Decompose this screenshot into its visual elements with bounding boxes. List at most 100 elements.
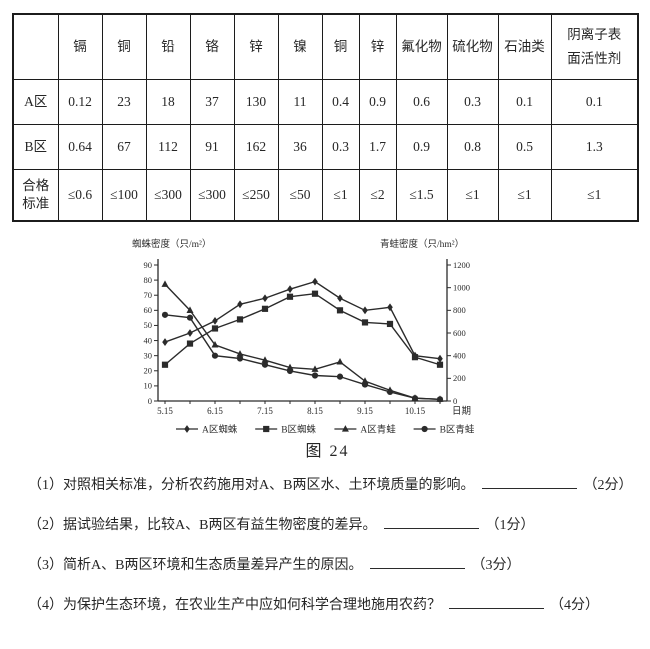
- table-cell: 0.1: [550, 79, 639, 125]
- left-tick-label: 90: [144, 260, 153, 270]
- legend-label: A区蜘蛛: [202, 423, 238, 435]
- legend-marker: [263, 425, 270, 433]
- series-line: [164, 283, 441, 400]
- table-cell: ≤2: [358, 169, 397, 222]
- legend-label: B区蜘蛛: [281, 423, 316, 435]
- series-marker: [386, 320, 394, 328]
- series-marker: [212, 317, 218, 325]
- question-score: （4分）: [550, 598, 599, 613]
- table-cell: 0.3: [446, 79, 499, 125]
- left-tick-label: 60: [144, 305, 153, 315]
- question-text: （3）简析A、B两区环境和生态质量差异产生的原因。: [28, 558, 363, 573]
- answer-blank: [449, 595, 544, 609]
- series-marker: [237, 300, 243, 309]
- x-axis-name: 日期: [452, 406, 471, 417]
- table-row: A区 0.12 23 18 37 130 11 0.4 0.9 0.6 0.3 0.1 0.1: [12, 79, 639, 125]
- table-cell: 0.6: [395, 79, 448, 125]
- left-tick-label: 0: [148, 396, 152, 406]
- table-header-cell: 锌: [358, 13, 397, 80]
- x-tick-label: 9.15: [357, 406, 373, 416]
- table-cell: 0.1: [497, 79, 552, 125]
- table-cell: ≤50: [277, 169, 323, 222]
- table-cell: 0.8: [446, 124, 499, 170]
- table-cell: 0.9: [358, 79, 397, 125]
- left-tick-label: 80: [144, 275, 153, 285]
- table-header-cell: 硫化物: [446, 13, 499, 80]
- series-marker: [436, 361, 444, 368]
- series-marker: [387, 303, 393, 312]
- question-text: （1）对照相关标准，分析农药施用对A、B两区水、土环境质量的影响。: [28, 478, 475, 493]
- question-text: （4）为保护生态环境，在农业生产中应如何科学合理地施用农药？: [28, 598, 441, 613]
- legend-label: B区青蛙: [440, 423, 475, 435]
- table-header-cell: 铅: [145, 13, 191, 80]
- legend-marker: [341, 425, 349, 432]
- left-axis-title: 蜘蛛密度（只/m²）: [132, 238, 211, 250]
- series-marker: [336, 307, 344, 314]
- question-score: （2分）: [583, 478, 633, 493]
- series-marker: [312, 277, 318, 286]
- question-score: （1分）: [485, 518, 535, 533]
- series-marker: [311, 290, 319, 297]
- left-tick-label: 20: [144, 366, 153, 376]
- series-marker: [262, 294, 268, 303]
- series-marker: [311, 365, 319, 372]
- series-marker: [236, 350, 244, 357]
- table-cell: ≤300: [145, 169, 191, 222]
- table-cell: 0.5: [497, 124, 552, 170]
- series-marker: [436, 396, 444, 403]
- table-header-cell: 铜: [101, 13, 147, 80]
- series-marker: [236, 316, 244, 323]
- right-tick-label: 600: [453, 328, 466, 338]
- table-cell: 18: [145, 79, 191, 125]
- table-row-label: 合格 标准: [12, 169, 59, 222]
- right-tick-label: 200: [453, 373, 466, 383]
- table-row-label: B区: [12, 124, 59, 170]
- series-marker: [336, 358, 344, 365]
- table-row: 合格 标准 ≤0.6 ≤100 ≤300 ≤300 ≤250 ≤50 ≤1 ≤2 ≤1.5 ≤1 ≤1 ≤…: [12, 169, 639, 222]
- left-tick-label: 30: [144, 350, 153, 360]
- table-cell: ≤100: [101, 169, 147, 222]
- table-cell: 0.4: [321, 79, 360, 125]
- table-cell: 23: [101, 79, 147, 125]
- legend-marker: [184, 425, 190, 433]
- series-marker: [187, 329, 193, 337]
- series-marker: [211, 325, 219, 332]
- series-marker: [311, 372, 319, 379]
- table-cell: 112: [145, 124, 191, 170]
- series-marker: [386, 388, 394, 396]
- chart-svg: 蜘蛛密度（只/m²） 青蛙密度（只/hm²） 0 10 20 30 40 50 60 70 80 90…: [132, 238, 475, 435]
- series-marker: [211, 341, 219, 348]
- table-header-cell: 铜: [321, 13, 360, 80]
- question-line: （4）为保护生态环境，在农业生产中应如何科学合理地施用农药？ （4分）: [28, 594, 634, 618]
- series-marker: [286, 367, 294, 375]
- right-tick-label: 1000: [453, 282, 470, 292]
- table-cell: ≤1: [497, 169, 552, 222]
- answer-blank: [482, 475, 578, 489]
- series-line: [164, 314, 441, 400]
- x-tick-label: 6.15: [207, 406, 223, 416]
- series-marker: [161, 280, 169, 287]
- table-header-cell: 铬: [189, 13, 235, 80]
- table-cell: ≤250: [233, 169, 279, 222]
- series-marker: [361, 319, 369, 326]
- pollution-table: 镉铜铅铬锌镍铜锌氟化物 硫化物 石油类 阴离子表 面活性剂 A区 0.12 23 18 37 130…: [12, 13, 639, 222]
- series-marker: [261, 305, 269, 312]
- series-marker: [336, 373, 344, 380]
- series-marker: [236, 355, 244, 362]
- question-score: （3分）: [471, 558, 521, 573]
- table-header-cell: 锌: [233, 13, 279, 80]
- answer-blank: [384, 515, 480, 529]
- question-line: （2）据试验结果，比较A、B两区有益生物密度的差异。 （1分）: [28, 514, 634, 538]
- series-marker: [162, 338, 168, 346]
- table-cell: 36: [277, 124, 323, 170]
- table-header-cell: 镍: [277, 13, 323, 80]
- series-line: [164, 292, 441, 366]
- series-marker: [161, 311, 169, 318]
- table-cell: 130: [233, 79, 279, 125]
- density-chart: 蜘蛛密度（只/m²） 青蛙密度（只/hm²） 0 10 20 30 40 50 60 70 80 90…: [130, 235, 528, 443]
- table-cell: ≤1: [550, 169, 639, 222]
- table-cell: 162: [233, 124, 279, 170]
- right-tick-label: 0: [453, 396, 457, 406]
- question-line: （3）简析A、B两区环境和生态质量差异产生的原因。 （3分）: [28, 554, 634, 578]
